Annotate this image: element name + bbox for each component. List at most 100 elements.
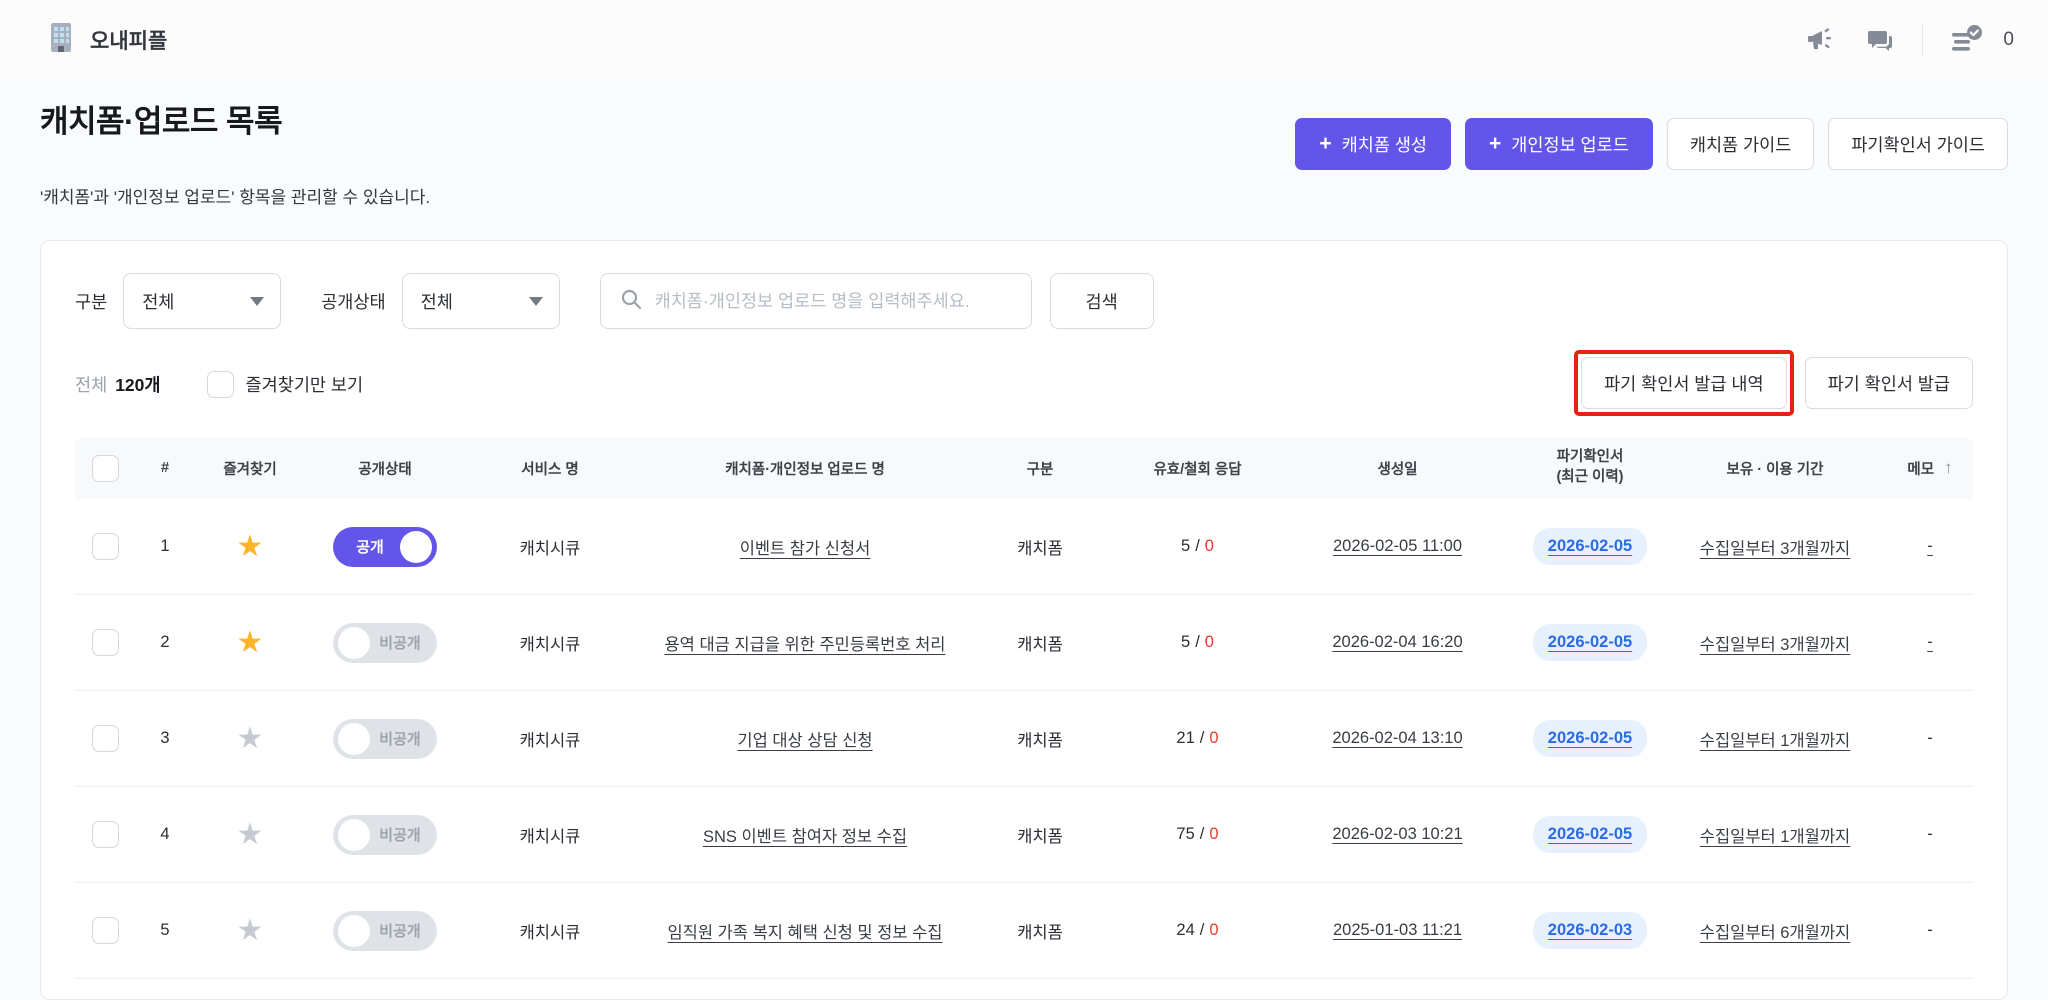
list-card: 구분 전체 공개상태 전체 검색 전체 120개 즐겨찾기만 보기 (40, 240, 2008, 1000)
category-select[interactable]: 전체 (123, 273, 282, 329)
row-type: 캐치폼 (1017, 827, 1063, 846)
select-all-checkbox[interactable] (91, 454, 119, 482)
form-name-link[interactable]: 임직원 가족 복지 혜택 신청 및 정보 수집 (667, 923, 943, 942)
destroy-cert-badge[interactable]: 2026-02-05 (1532, 720, 1648, 757)
col-responses: 유효/철회 응답 (1153, 461, 1242, 478)
row-type: 캐치폼 (1017, 923, 1063, 942)
table-row: 2 ★ 비공개 캐치시큐 용역 대금 지급을 위한 주민등록번호 처리 캐치폼 … (75, 595, 1973, 691)
created-date-link[interactable]: 2026-02-04 16:20 (1332, 633, 1463, 651)
public-toggle[interactable]: 비공개 (333, 718, 437, 759)
favorites-only-checkbox[interactable]: 즐겨찾기만 보기 (206, 370, 363, 398)
row-checkbox[interactable] (91, 533, 119, 560)
responses-cell: 5/0 (1181, 633, 1214, 651)
responses-cell: 24/0 (1176, 921, 1219, 939)
responses-cell: 5/0 (1181, 537, 1214, 555)
memo-value: - (1927, 921, 1933, 939)
destroy-cert-guide-button[interactable]: 파기확인서 가이드 (1828, 118, 2008, 170)
catchform-guide-button[interactable]: 캐치폼 가이드 (1666, 118, 1815, 170)
retention-link[interactable]: 수집일부터 1개월까지 (1699, 731, 1851, 750)
service-name: 캐치시큐 (519, 827, 581, 846)
col-type: 구분 (1026, 461, 1054, 478)
row-checkbox[interactable] (91, 629, 119, 656)
checkbox-icon[interactable] (206, 370, 234, 398)
col-name: 캐치폼·개인정보 업로드 명 (725, 461, 885, 478)
table-row: 3 ★ 비공개 캐치시큐 기업 대상 상담 신청 캐치폼 21/0 2026-0… (75, 691, 1973, 787)
retention-link[interactable]: 수집일부터 3개월까지 (1699, 539, 1851, 558)
page-actions: + 캐치폼 생성 + 개인정보 업로드 캐치폼 가이드 파기확인서 가이드 (1295, 118, 2008, 170)
memo-value: - (1927, 825, 1933, 843)
col-favorite: 즐겨찾기 (223, 461, 277, 478)
retention-link[interactable]: 수집일부터 1개월까지 (1699, 827, 1851, 846)
create-catchform-button[interactable]: + 캐치폼 생성 (1295, 118, 1452, 170)
table-row: 4 ★ 비공개 캐치시큐 SNS 이벤트 참여자 정보 수집 캐치폼 75/0 … (75, 787, 1973, 883)
public-toggle[interactable]: 공개 (333, 526, 437, 567)
responses-cell: 75/0 (1176, 825, 1219, 843)
created-date-link[interactable]: 2026-02-04 13:10 (1332, 729, 1463, 747)
service-name: 캐치시큐 (519, 731, 581, 750)
retention-link[interactable]: 수집일부터 3개월까지 (1699, 635, 1851, 654)
sort-asc-icon[interactable]: ↑ (1944, 458, 1953, 477)
destroy-cert-badge[interactable]: 2026-02-03 (1532, 912, 1648, 949)
destroy-cert-issue-button[interactable]: 파기 확인서 발급 (1804, 357, 1973, 409)
destroy-cert-badge[interactable]: 2026-02-05 (1532, 528, 1648, 565)
form-name-link[interactable]: 용역 대금 지급을 위한 주민등록번호 처리 (664, 635, 946, 654)
favorite-star-icon[interactable]: ★ (236, 529, 264, 563)
row-checkbox[interactable] (91, 821, 119, 848)
megaphone-icon[interactable] (1806, 24, 1838, 56)
table-header-row: # 즐겨찾기 공개상태 서비스 명 캐치폼·개인정보 업로드 명 구분 유효/철… (75, 437, 1973, 499)
upload-personal-info-button[interactable]: + 개인정보 업로드 (1465, 118, 1653, 170)
building-icon (44, 20, 78, 60)
brand[interactable]: 오내피플 (44, 20, 167, 60)
search-button[interactable]: 검색 (1049, 273, 1154, 329)
service-name: 캐치시큐 (519, 635, 581, 654)
created-date-link[interactable]: 2025-01-03 11:21 (1332, 921, 1463, 939)
toggle-knob (400, 530, 432, 563)
count-row: 전체 120개 즐겨찾기만 보기 파기 확인서 발급 내역 파기 확인서 발급 (75, 350, 1973, 416)
created-date-link[interactable]: 2026-02-03 10:21 (1332, 825, 1463, 843)
form-name-link[interactable]: 기업 대상 상담 신청 (737, 731, 873, 750)
col-memo: 메모 ↑ (1907, 458, 1953, 478)
chevron-down-icon (250, 296, 265, 306)
favorite-star-icon[interactable]: ★ (236, 913, 264, 947)
status-select[interactable]: 전체 (401, 273, 560, 329)
form-name-link[interactable]: 이벤트 참가 신청서 (739, 539, 871, 558)
public-toggle[interactable]: 비공개 (333, 910, 437, 951)
destroy-cert-badge[interactable]: 2026-02-05 (1532, 624, 1648, 661)
catchform-table: # 즐겨찾기 공개상태 서비스 명 캐치폼·개인정보 업로드 명 구분 유효/철… (75, 437, 1973, 979)
form-name-link[interactable]: SNS 이벤트 참여자 정보 수집 (702, 827, 908, 846)
toggle-knob (338, 722, 370, 755)
row-checkbox[interactable] (91, 725, 119, 752)
toggle-knob (338, 626, 370, 659)
search-box (599, 273, 1032, 329)
page-title: 캐치폼·업로드 목록 (40, 104, 283, 139)
favorite-star-icon[interactable]: ★ (236, 817, 264, 851)
col-status: 공개상태 (358, 461, 412, 478)
appbar-divider (1922, 23, 1924, 57)
col-num: # (160, 460, 170, 476)
page-subtitle: '캐치폼'과 '개인정보 업로드' 항목을 관리할 수 있습니다. (40, 188, 431, 207)
created-date-link[interactable]: 2026-02-05 11:00 (1332, 537, 1463, 555)
search-icon (619, 287, 643, 316)
destroy-cert-badge[interactable]: 2026-02-05 (1532, 816, 1648, 853)
row-type: 캐치폼 (1017, 635, 1063, 654)
task-list-check-icon[interactable] (1949, 23, 1985, 57)
col-created: 생성일 (1377, 461, 1418, 478)
row-checkbox[interactable] (91, 917, 119, 944)
public-toggle[interactable]: 비공개 (333, 622, 437, 663)
chevron-down-icon (528, 296, 543, 306)
memo-link[interactable]: - (1927, 633, 1933, 651)
service-name: 캐치시큐 (519, 539, 581, 558)
public-toggle[interactable]: 비공개 (333, 814, 437, 855)
favorite-star-icon[interactable]: ★ (236, 625, 264, 659)
favorite-star-icon[interactable]: ★ (236, 721, 264, 755)
chat-icon[interactable] (1864, 24, 1896, 56)
retention-link[interactable]: 수집일부터 6개월까지 (1699, 923, 1851, 942)
status-filter-label: 공개상태 (321, 291, 386, 312)
category-filter-label: 구분 (75, 291, 108, 312)
search-input[interactable] (654, 290, 1013, 312)
destroy-cert-history-button[interactable]: 파기 확인서 발급 내역 (1581, 357, 1787, 409)
col-retention: 보유 · 이용 기간 (1726, 461, 1824, 478)
col-service: 서비스 명 (521, 461, 579, 478)
col-destroy-cert: 파기확인서 (최근 이력) (1556, 449, 1624, 485)
memo-link[interactable]: - (1927, 537, 1933, 555)
